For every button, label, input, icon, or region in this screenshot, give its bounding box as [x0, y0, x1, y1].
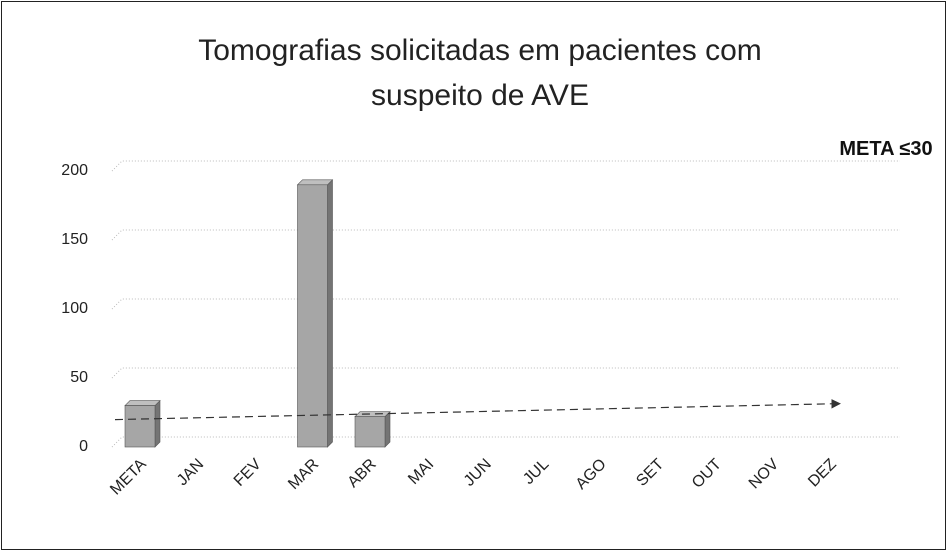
y-tick-label: 0 — [79, 438, 88, 455]
x-tick-label: JAN — [174, 456, 207, 489]
grid-line — [111, 298, 900, 310]
x-tick-label: JUN — [461, 456, 495, 490]
y-tick-label: 200 — [61, 162, 88, 179]
meta-line — [114, 398, 841, 421]
grid-line — [111, 436, 900, 448]
y-tick-label: 100 — [61, 300, 88, 317]
bar-top — [296, 179, 334, 186]
y-tick-label: 50 — [70, 369, 88, 386]
x-tick-label: NOV — [746, 456, 783, 493]
y-tick-label: 150 — [61, 231, 88, 248]
x-tick-label: ABR — [345, 456, 380, 491]
bar-top — [124, 400, 161, 406]
x-tick-label: OUT — [689, 456, 725, 492]
bar-side — [154, 399, 161, 448]
x-tick-label: AGO — [573, 456, 610, 493]
grid-line — [111, 160, 900, 172]
bar — [354, 416, 386, 448]
annotation: META ≤30 — [839, 138, 933, 160]
bar — [297, 184, 328, 448]
bar-side — [384, 410, 391, 448]
x-tick-label: FEV — [231, 456, 265, 490]
grid-line — [111, 367, 900, 379]
x-tick-label: META — [107, 456, 150, 499]
x-tick-label: MAR — [285, 456, 322, 493]
bar — [124, 405, 156, 448]
bar-top — [354, 411, 391, 417]
grid-line — [111, 229, 900, 241]
x-tick-label: DEZ — [805, 456, 840, 491]
x-tick-label: MAI — [405, 456, 437, 488]
x-tick-label: JUL — [520, 456, 552, 488]
x-tick-label: SET — [633, 456, 667, 490]
chart-title: Tomografias solicitadas em pacientes com… — [198, 34, 762, 112]
bar-side — [327, 179, 333, 448]
